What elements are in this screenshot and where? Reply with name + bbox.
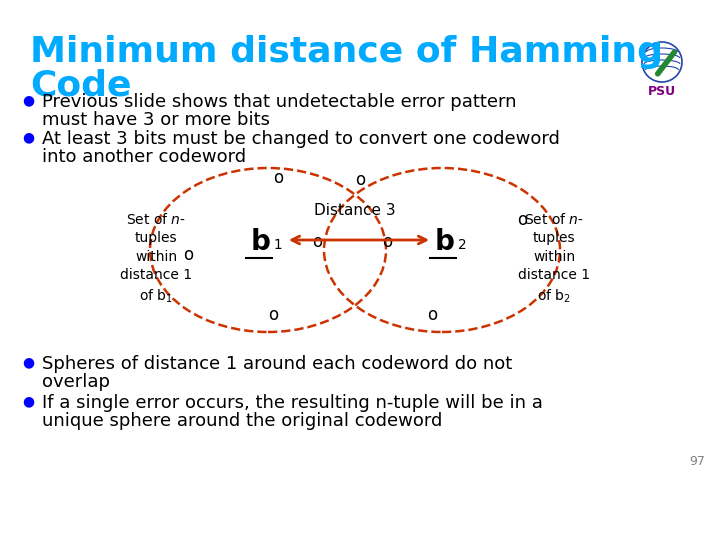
- Text: into another codeword: into another codeword: [42, 148, 246, 166]
- Text: Set of $n$-
tuples
within
distance 1
of b$_2$: Set of $n$- tuples within distance 1 of …: [518, 212, 590, 305]
- Text: o: o: [312, 233, 322, 251]
- Text: 97: 97: [689, 455, 705, 468]
- Text: o: o: [183, 246, 193, 264]
- Text: Code: Code: [30, 68, 132, 102]
- Text: PSU: PSU: [648, 85, 676, 98]
- Text: o: o: [427, 306, 437, 324]
- Text: o: o: [382, 233, 392, 251]
- Text: must have 3 or more bits: must have 3 or more bits: [42, 111, 270, 129]
- Text: If a single error occurs, the resulting n-tuple will be in a: If a single error occurs, the resulting …: [42, 394, 543, 412]
- Text: $\mathbf{b}$: $\mathbf{b}$: [250, 228, 270, 256]
- Text: $_2$: $_2$: [457, 233, 467, 252]
- Text: ●: ●: [22, 93, 34, 107]
- Text: ●: ●: [22, 355, 34, 369]
- Text: At least 3 bits must be changed to convert one codeword: At least 3 bits must be changed to conve…: [42, 130, 560, 148]
- Text: $\mathbf{b}$: $\mathbf{b}$: [433, 228, 454, 256]
- Text: overlap: overlap: [42, 373, 110, 391]
- Text: o: o: [273, 169, 283, 187]
- Text: o: o: [268, 306, 278, 324]
- Text: Set of $n$-
tuples
within
distance 1
of b$_1$: Set of $n$- tuples within distance 1 of …: [120, 212, 192, 305]
- Text: unique sphere around the original codeword: unique sphere around the original codewo…: [42, 412, 442, 430]
- Text: o: o: [517, 211, 527, 229]
- Text: Distance 3: Distance 3: [314, 203, 396, 218]
- Text: Spheres of distance 1 around each codeword do not: Spheres of distance 1 around each codewo…: [42, 355, 512, 373]
- Text: $_1$: $_1$: [273, 233, 283, 252]
- Text: ●: ●: [22, 394, 34, 408]
- Text: Minimum distance of Hamming: Minimum distance of Hamming: [30, 35, 663, 69]
- Text: o: o: [355, 171, 365, 189]
- Text: ●: ●: [22, 130, 34, 144]
- Text: Previous slide shows that undetectable error pattern: Previous slide shows that undetectable e…: [42, 93, 516, 111]
